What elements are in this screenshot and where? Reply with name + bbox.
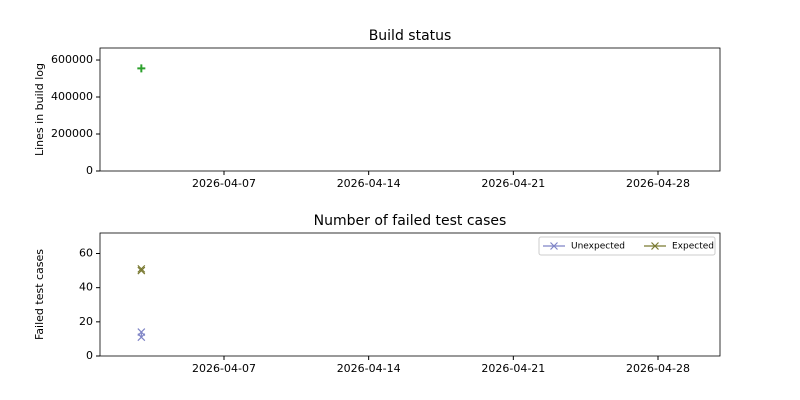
legend: Unexpected Expected: [538, 236, 716, 256]
x-tick-label: 2026-04-14: [337, 177, 401, 190]
marker: [651, 242, 659, 250]
y-tick-label: 200000: [51, 127, 93, 140]
x-tick-label: 2026-04-14: [337, 362, 401, 375]
legend-label: Expected: [672, 242, 714, 252]
y-axis-label: Lines in build log: [33, 63, 46, 156]
x-tick-label: 2026-04-07: [192, 177, 256, 190]
plot-frame: [99, 47, 721, 172]
marker: [137, 328, 146, 337]
x-tick-label: 2026-04-28: [626, 177, 690, 190]
y-tick-label: 400000: [51, 90, 93, 103]
y-axis-label: Failed test cases: [33, 249, 46, 340]
chart-title: Build status: [369, 28, 452, 44]
y-tick-label: 40: [79, 281, 93, 294]
y-tick-label: 20: [79, 315, 93, 328]
x-tick-label: 2026-04-21: [481, 177, 545, 190]
marker: [137, 264, 146, 273]
y-tick-label: 600000: [51, 53, 93, 66]
x-tick-label: 2026-04-28: [626, 362, 690, 375]
legend-box: [538, 236, 716, 256]
chart-title: Number of failed test cases: [314, 213, 507, 229]
legend-label: Unexpected: [571, 242, 625, 252]
x-tick-label: 2026-04-07: [192, 362, 256, 375]
marker: [550, 242, 558, 250]
marker: [137, 64, 146, 73]
y-tick-label: 0: [86, 349, 93, 362]
plot-frame: [99, 232, 721, 357]
marker: [137, 266, 146, 275]
x-tick-label: 2026-04-21: [481, 362, 545, 375]
y-tick-label: 60: [79, 247, 93, 260]
y-tick-label: 0: [86, 164, 93, 177]
